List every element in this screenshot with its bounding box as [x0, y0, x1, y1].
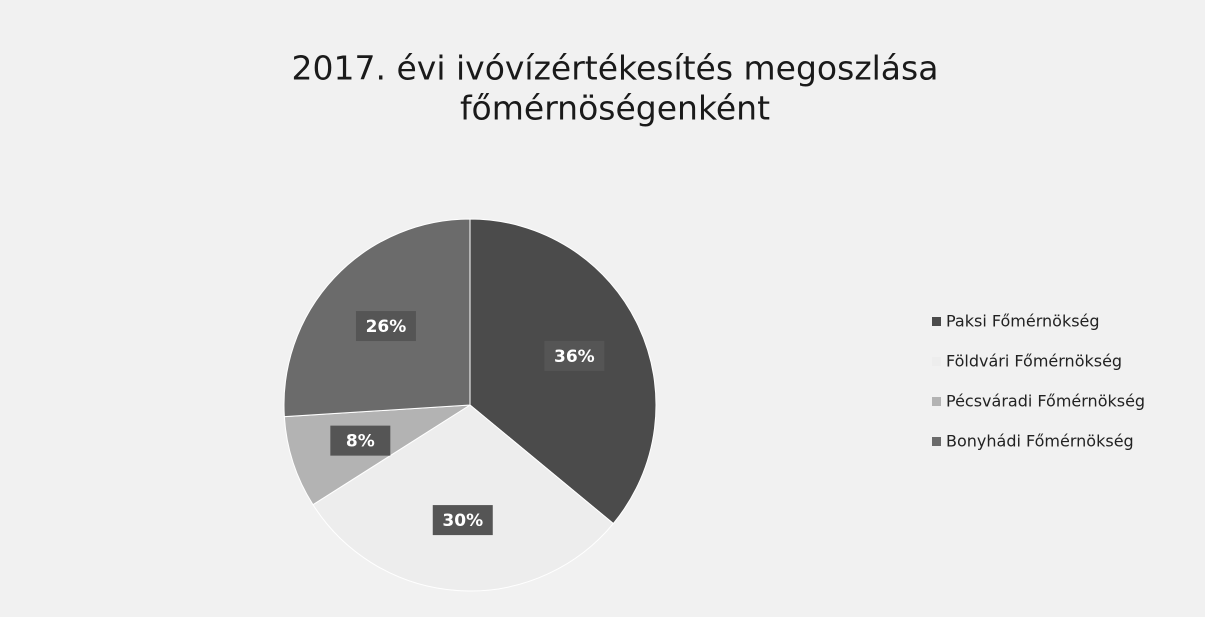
- label-box: [330, 425, 391, 456]
- chart-title: főmérnöségenként: [460, 89, 770, 128]
- pie-slice: [469, 218, 657, 525]
- data-label: 30%: [442, 511, 483, 531]
- pie-slice: [312, 404, 615, 592]
- data-label: 36%: [554, 347, 595, 367]
- label-box: [355, 311, 416, 342]
- legend-label: Paksi Főmérnökség: [946, 312, 1100, 331]
- label-box: [544, 340, 605, 371]
- legend-marker: [932, 397, 941, 406]
- legend-label: Bonyhádi Főmérnökség: [946, 432, 1134, 451]
- legend-marker: [932, 437, 941, 446]
- chart-title: 2017. évi ivóvízértékesítés megoszlása: [292, 49, 939, 88]
- label-box: [432, 505, 493, 536]
- data-label: 8%: [346, 432, 375, 452]
- legend-marker: [932, 317, 941, 326]
- legend-label: Pécsváradi Főmérnökség: [946, 392, 1145, 411]
- legend-marker: [932, 357, 941, 366]
- legend-label: Földvári Főmérnökség: [946, 352, 1122, 371]
- data-label: 26%: [366, 317, 407, 337]
